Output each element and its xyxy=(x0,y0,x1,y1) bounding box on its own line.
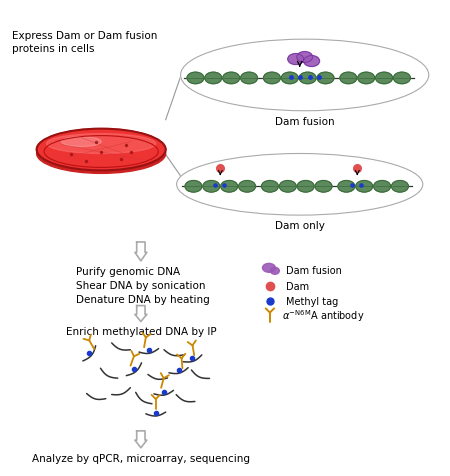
Text: Dam fusion: Dam fusion xyxy=(286,265,342,275)
Ellipse shape xyxy=(241,73,257,85)
Ellipse shape xyxy=(185,181,202,193)
Ellipse shape xyxy=(299,73,316,85)
Ellipse shape xyxy=(288,54,304,65)
Ellipse shape xyxy=(297,52,313,63)
Ellipse shape xyxy=(261,181,279,193)
Text: Dam: Dam xyxy=(286,281,309,291)
Ellipse shape xyxy=(356,181,373,193)
Text: Methyl tag: Methyl tag xyxy=(286,296,338,306)
Ellipse shape xyxy=(376,73,392,85)
Text: $\alpha^{-\mathrm{N6M}}$A antibody: $\alpha^{-\mathrm{N6M}}$A antibody xyxy=(282,308,364,324)
Text: Analyze by qPCR, microarray, sequencing: Analyze by qPCR, microarray, sequencing xyxy=(32,453,250,463)
Ellipse shape xyxy=(317,73,334,85)
Ellipse shape xyxy=(238,181,256,193)
Ellipse shape xyxy=(279,181,296,193)
Ellipse shape xyxy=(36,134,166,174)
Text: Enrich methylated DNA by IP: Enrich methylated DNA by IP xyxy=(66,327,216,337)
Ellipse shape xyxy=(374,181,391,193)
Ellipse shape xyxy=(221,181,238,193)
Ellipse shape xyxy=(176,154,423,216)
Ellipse shape xyxy=(392,181,409,193)
Ellipse shape xyxy=(203,181,220,193)
Polygon shape xyxy=(135,306,147,322)
Polygon shape xyxy=(135,431,147,448)
Ellipse shape xyxy=(297,181,314,193)
Ellipse shape xyxy=(393,73,410,85)
Text: Dam fusion: Dam fusion xyxy=(275,117,334,127)
Ellipse shape xyxy=(36,129,166,171)
Ellipse shape xyxy=(187,73,204,85)
Text: Purify genomic DNA
Shear DNA by sonication
Denature DNA by heating: Purify genomic DNA Shear DNA by sonicati… xyxy=(76,266,210,304)
Ellipse shape xyxy=(180,40,429,111)
Polygon shape xyxy=(135,242,147,261)
Text: Dam only: Dam only xyxy=(275,221,324,230)
Ellipse shape xyxy=(315,181,332,193)
Ellipse shape xyxy=(270,268,279,275)
Ellipse shape xyxy=(358,73,375,85)
Text: Express Dam or Dam fusion
proteins in cells: Express Dam or Dam fusion proteins in ce… xyxy=(12,31,157,54)
Ellipse shape xyxy=(223,73,240,85)
Ellipse shape xyxy=(205,73,222,85)
Ellipse shape xyxy=(262,264,275,273)
Ellipse shape xyxy=(46,134,156,154)
Ellipse shape xyxy=(263,73,280,85)
Ellipse shape xyxy=(281,73,298,85)
Ellipse shape xyxy=(340,73,357,85)
Ellipse shape xyxy=(304,57,319,68)
Ellipse shape xyxy=(338,181,355,193)
Ellipse shape xyxy=(62,137,101,147)
